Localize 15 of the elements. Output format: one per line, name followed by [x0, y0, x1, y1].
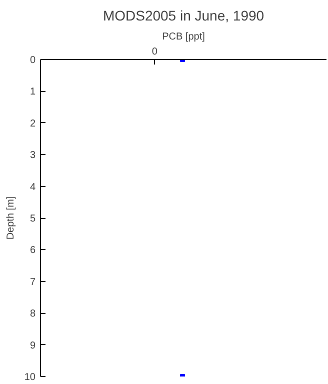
y-tick-label: 6 — [30, 245, 36, 256]
y-axis-title: Depth [m] — [5, 196, 16, 240]
text: 0 — [152, 46, 158, 58]
y-tick-label: 1 — [30, 86, 36, 98]
x-axis-title: PCB [ppt] — [162, 32, 206, 42]
y-tick-label: 3 — [30, 150, 36, 162]
y-tick-label: 10 — [24, 372, 36, 383]
y-tick-label: 0 — [30, 55, 36, 66]
chart-title: MODS2005 in June, 1990 — [102, 8, 264, 24]
y-tick-label: 5 — [30, 214, 36, 224]
y-tick-label: 9 — [30, 340, 36, 352]
y-tick-label: 4 — [30, 182, 36, 193]
y-tick-label: 8 — [30, 308, 36, 320]
y-tick-label: 7 — [30, 276, 36, 288]
y-tick-label: 2 — [30, 118, 36, 130]
